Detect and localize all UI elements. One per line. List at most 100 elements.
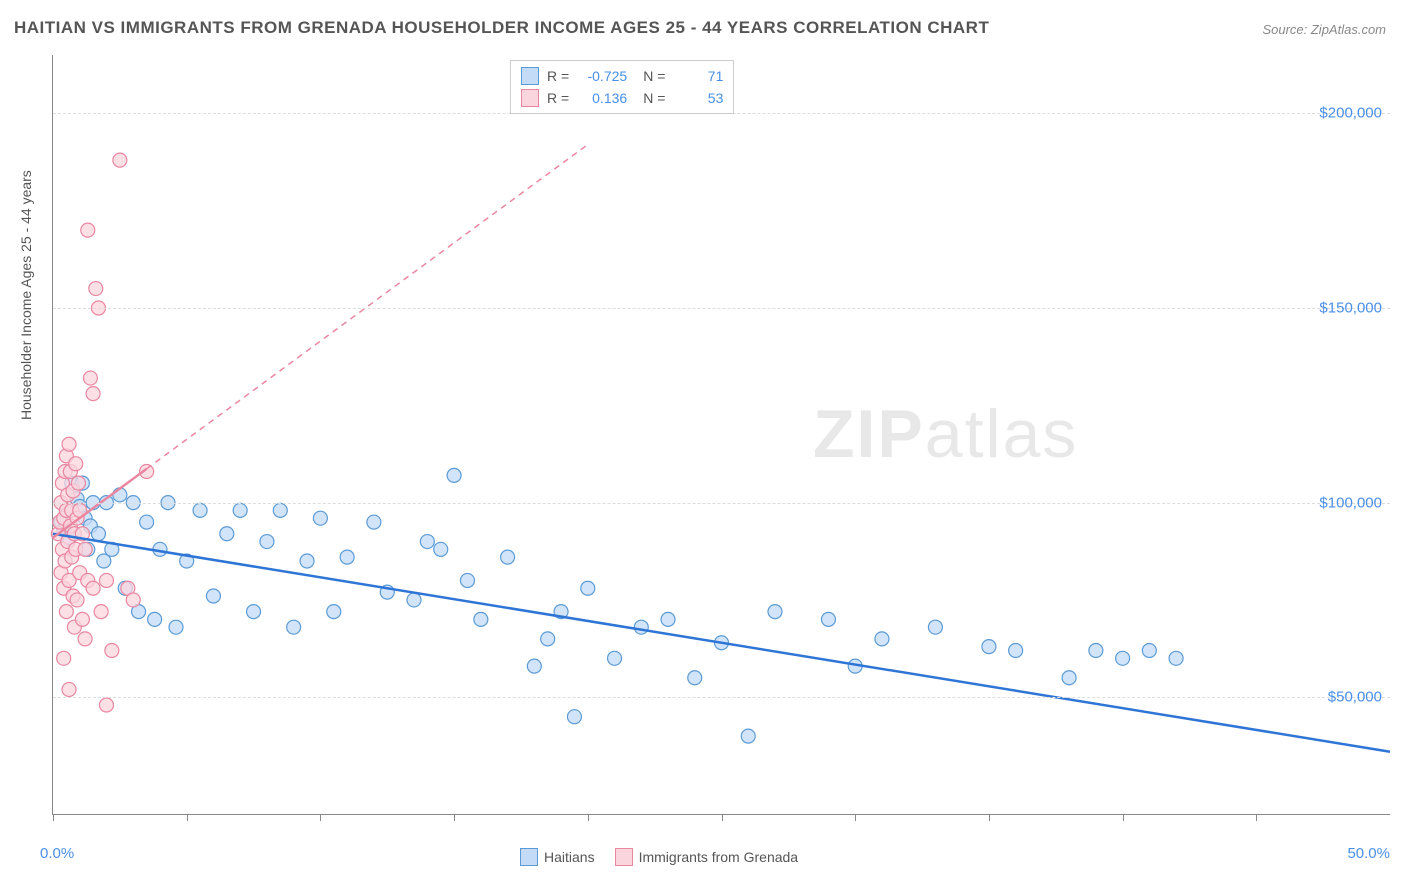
n-value-grenada: 53 bbox=[673, 87, 723, 109]
x-tick bbox=[187, 814, 188, 821]
data-point bbox=[89, 282, 103, 296]
y-tick-label: $50,000 bbox=[1328, 689, 1382, 706]
data-point bbox=[247, 605, 261, 619]
data-point bbox=[81, 223, 95, 237]
data-point bbox=[407, 593, 421, 607]
data-point bbox=[447, 468, 461, 482]
data-point bbox=[233, 503, 247, 517]
data-point bbox=[661, 612, 675, 626]
x-min-label: 0.0% bbox=[40, 845, 74, 862]
data-point bbox=[1009, 644, 1023, 658]
data-point bbox=[57, 651, 71, 665]
gridline bbox=[53, 697, 1390, 698]
correlation-legend: R = -0.725 N = 71 R = 0.136 N = 53 bbox=[510, 60, 734, 114]
data-point bbox=[340, 550, 354, 564]
n-value-haitians: 71 bbox=[673, 65, 723, 87]
chart-container: HAITIAN VS IMMIGRANTS FROM GRENADA HOUSE… bbox=[0, 0, 1406, 892]
swatch-haitians bbox=[521, 67, 539, 85]
data-point bbox=[86, 581, 100, 595]
data-point bbox=[567, 710, 581, 724]
data-point bbox=[608, 651, 622, 665]
data-point bbox=[367, 515, 381, 529]
data-point bbox=[474, 612, 488, 626]
data-point bbox=[768, 605, 782, 619]
plot-area: ZIPatlas $50,000$100,000$150,000$200,000 bbox=[52, 55, 1390, 815]
data-point bbox=[83, 371, 97, 385]
data-point bbox=[75, 612, 89, 626]
data-point bbox=[91, 527, 105, 541]
x-tick bbox=[722, 814, 723, 821]
data-point bbox=[1142, 644, 1156, 658]
data-point bbox=[581, 581, 595, 595]
r-value-haitians: -0.725 bbox=[577, 65, 627, 87]
data-point bbox=[193, 503, 207, 517]
trend-line-dashed bbox=[147, 145, 588, 469]
data-point bbox=[148, 612, 162, 626]
data-point bbox=[1062, 671, 1076, 685]
data-point bbox=[875, 632, 889, 646]
x-tick bbox=[855, 814, 856, 821]
swatch-icon bbox=[615, 848, 633, 866]
data-point bbox=[501, 550, 515, 564]
data-point bbox=[982, 640, 996, 654]
data-point bbox=[113, 153, 127, 167]
data-point bbox=[99, 573, 113, 587]
data-point bbox=[140, 515, 154, 529]
x-max-label: 50.0% bbox=[1347, 845, 1390, 862]
trend-line bbox=[53, 534, 1390, 752]
data-point bbox=[327, 605, 341, 619]
r-value-grenada: 0.136 bbox=[577, 87, 627, 109]
n-label: N = bbox=[643, 65, 665, 87]
data-point bbox=[126, 593, 140, 607]
data-point bbox=[688, 671, 702, 685]
data-point bbox=[300, 554, 314, 568]
y-tick-label: $200,000 bbox=[1319, 105, 1382, 122]
data-point bbox=[86, 387, 100, 401]
data-point bbox=[105, 644, 119, 658]
r-label: R = bbox=[547, 87, 569, 109]
x-tick bbox=[320, 814, 321, 821]
data-point bbox=[634, 620, 648, 634]
data-point bbox=[287, 620, 301, 634]
data-point bbox=[78, 542, 92, 556]
x-tick bbox=[989, 814, 990, 821]
gridline bbox=[53, 503, 1390, 504]
legend-row-grenada: R = 0.136 N = 53 bbox=[521, 87, 723, 109]
data-point bbox=[220, 527, 234, 541]
data-point bbox=[59, 605, 73, 619]
data-point bbox=[71, 476, 85, 490]
plot-svg bbox=[53, 55, 1390, 814]
data-point bbox=[169, 620, 183, 634]
r-label: R = bbox=[547, 65, 569, 87]
data-point bbox=[420, 535, 434, 549]
x-tick bbox=[53, 814, 54, 821]
data-point bbox=[928, 620, 942, 634]
x-tick bbox=[454, 814, 455, 821]
data-point bbox=[821, 612, 835, 626]
legend-label: Immigrants from Grenada bbox=[639, 849, 799, 865]
data-point bbox=[313, 511, 327, 525]
y-tick-label: $150,000 bbox=[1319, 300, 1382, 317]
source-label: Source: ZipAtlas.com bbox=[1262, 22, 1386, 37]
swatch-grenada bbox=[521, 89, 539, 107]
data-point bbox=[94, 605, 108, 619]
data-point bbox=[69, 457, 83, 471]
data-point bbox=[99, 698, 113, 712]
series-legend: Haitians Immigrants from Grenada bbox=[520, 848, 798, 866]
x-tick bbox=[1123, 814, 1124, 821]
data-point bbox=[527, 659, 541, 673]
data-point bbox=[78, 632, 92, 646]
y-axis-label: Householder Income Ages 25 - 44 years bbox=[18, 170, 34, 420]
data-point bbox=[541, 632, 555, 646]
data-point bbox=[62, 437, 76, 451]
x-tick bbox=[588, 814, 589, 821]
data-point bbox=[1116, 651, 1130, 665]
x-tick bbox=[1256, 814, 1257, 821]
data-point bbox=[460, 573, 474, 587]
legend-item-grenada: Immigrants from Grenada bbox=[615, 848, 799, 866]
data-point bbox=[741, 729, 755, 743]
data-point bbox=[1089, 644, 1103, 658]
data-point bbox=[434, 542, 448, 556]
legend-item-haitians: Haitians bbox=[520, 848, 595, 866]
data-point bbox=[62, 682, 76, 696]
